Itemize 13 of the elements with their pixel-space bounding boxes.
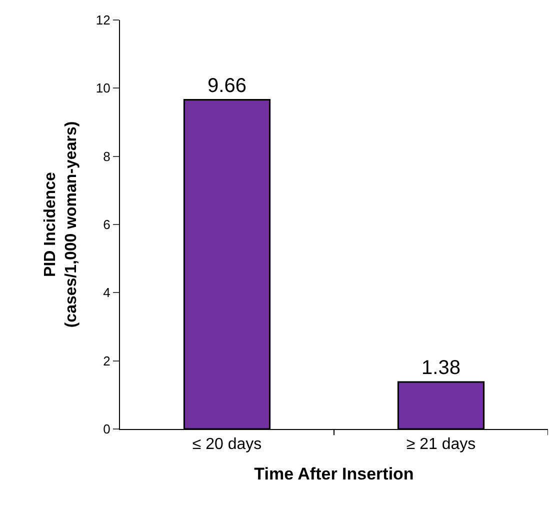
- y-tick-label: 0: [103, 422, 110, 437]
- x-tick-label: ≤ 20 days: [192, 436, 262, 454]
- y-axis-title: PID Incidence (cases/1,000 woman-years): [42, 121, 80, 328]
- data-label: 1.38: [422, 356, 460, 379]
- data-label: 9.66: [208, 74, 246, 97]
- y-tick-label: 12: [96, 12, 110, 28]
- x-tick-label: ≥ 21 days: [406, 436, 476, 454]
- y-tick-label: 10: [96, 80, 110, 96]
- x-axis-title: Time After Insertion: [254, 464, 414, 484]
- y-tick-label: 2: [103, 353, 110, 368]
- y-tick-label: 6: [103, 217, 110, 232]
- y-tick-label: 4: [103, 285, 110, 300]
- y-tick-label: 8: [103, 148, 110, 164]
